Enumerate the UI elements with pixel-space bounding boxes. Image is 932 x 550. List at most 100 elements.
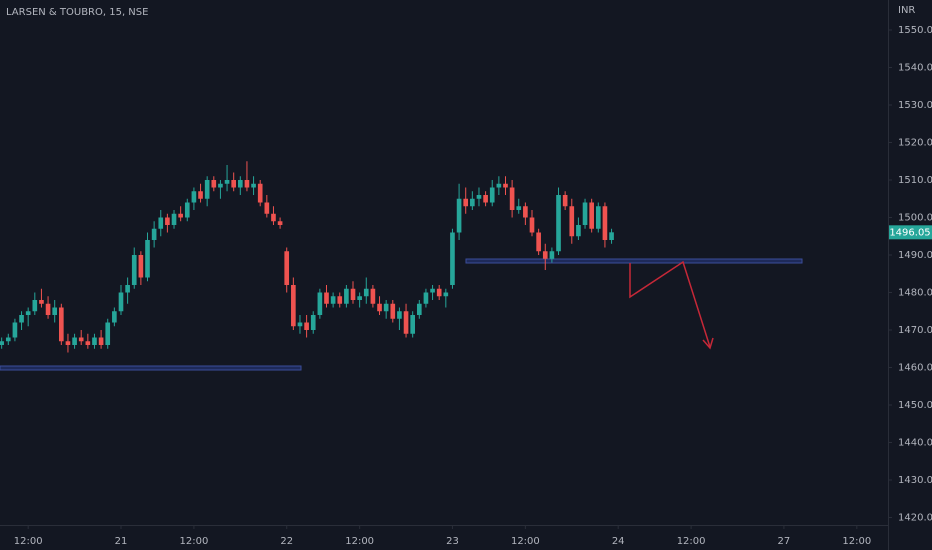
candle-body (12, 322, 18, 338)
candle-body (211, 180, 217, 188)
candle-body (450, 232, 455, 285)
candle-body (317, 292, 323, 315)
y-tick-label: 1480.00 (898, 288, 932, 299)
y-tick-label: 1540.00 (898, 63, 932, 74)
candle-body (297, 322, 303, 327)
projection-path (629, 260, 711, 348)
candle-body (125, 285, 130, 293)
candle-body (456, 198, 462, 233)
x-tick-label: 22 (280, 536, 293, 547)
y-tick-label: 1450.00 (898, 400, 932, 411)
candle-body (516, 206, 522, 210)
candles (0, 161, 614, 353)
candle-body (330, 296, 336, 304)
candle-body (52, 307, 58, 315)
candle-body (569, 206, 575, 237)
y-tick-label: 1510.00 (898, 175, 932, 186)
last-price-box (889, 225, 932, 240)
candle-body (231, 180, 237, 188)
x-tick-label: 23 (446, 536, 459, 547)
candle-body (271, 213, 276, 222)
candle-body (602, 206, 608, 240)
x-tick-label: 12:00 (179, 536, 208, 547)
candle-body (25, 311, 31, 315)
candle-body (397, 311, 402, 319)
candle-body (112, 311, 117, 323)
candle-body (324, 292, 329, 304)
candle-body (264, 202, 270, 214)
candle-body (589, 202, 594, 229)
candle-body (5, 337, 11, 342)
candle-body (191, 191, 197, 203)
candle-body (416, 303, 422, 315)
candle-body (171, 213, 177, 225)
y-tick-label: 1490.00 (898, 250, 932, 261)
x-tick-label: 21 (115, 536, 128, 547)
candle-body (158, 217, 164, 229)
candle-body (131, 255, 137, 285)
candle-body (45, 303, 51, 315)
candle-body (390, 303, 396, 319)
candle-body (443, 292, 449, 297)
currency-label: INR (898, 5, 915, 16)
candle-body (470, 198, 475, 207)
candle-body (496, 183, 502, 188)
candle-body (218, 183, 223, 188)
x-tick-label: 27 (778, 536, 791, 547)
projection-arrowhead (702, 337, 714, 350)
candle-body (377, 303, 382, 312)
candle-body (536, 232, 541, 252)
candle-body (277, 221, 283, 225)
candle-body (32, 300, 38, 312)
candle-body (549, 251, 555, 259)
candle-body (344, 288, 349, 304)
candle-body (145, 240, 150, 278)
candle-body (244, 180, 250, 188)
resistance-zone (465, 258, 803, 264)
y-tick-label: 1460.00 (898, 363, 932, 374)
candle-body (542, 251, 548, 259)
candle-body (476, 195, 482, 199)
candle-body (529, 217, 535, 233)
candle-body (483, 195, 488, 203)
candle-body (310, 315, 316, 330)
y-tick-label: 1430.00 (898, 475, 932, 486)
candle-body (363, 288, 369, 297)
y-tick-label: 1440.00 (898, 438, 932, 449)
candle-body (595, 206, 601, 229)
candle-body (59, 307, 64, 342)
candle-body (85, 341, 91, 345)
y-tick-label: 1550.00 (898, 25, 932, 36)
candle-body (178, 213, 183, 218)
candle-body (463, 198, 469, 207)
y-tick-label: 1520.00 (898, 138, 932, 149)
candle-body (184, 202, 190, 218)
x-tick-label: 12:00 (14, 536, 43, 547)
candle-body (19, 315, 24, 323)
last-price-label: 1496.05 (889, 227, 930, 238)
candle-body (224, 180, 230, 184)
x-tick-label: 24 (612, 536, 625, 547)
x-tick-label: 12:00 (677, 536, 706, 547)
y-tick-label: 1500.00 (898, 213, 932, 224)
candle-body (430, 288, 435, 293)
candle-body (609, 232, 614, 240)
candle-body (138, 255, 144, 278)
candle-body (357, 296, 362, 300)
candle-body (39, 300, 44, 304)
x-tick-label: 12:00 (345, 536, 374, 547)
y-tick-label: 1470.00 (898, 325, 932, 336)
x-tick-label: 12:00 (842, 536, 871, 547)
candle-body (503, 183, 508, 188)
candle-body (78, 337, 84, 342)
candle-body (98, 337, 104, 345)
candle-body (165, 217, 170, 225)
candle-body (72, 337, 77, 345)
candle-body (291, 285, 296, 327)
candle-body (436, 288, 442, 297)
candle-body (383, 303, 389, 312)
candle-body (410, 315, 415, 334)
candle-body (562, 195, 568, 207)
